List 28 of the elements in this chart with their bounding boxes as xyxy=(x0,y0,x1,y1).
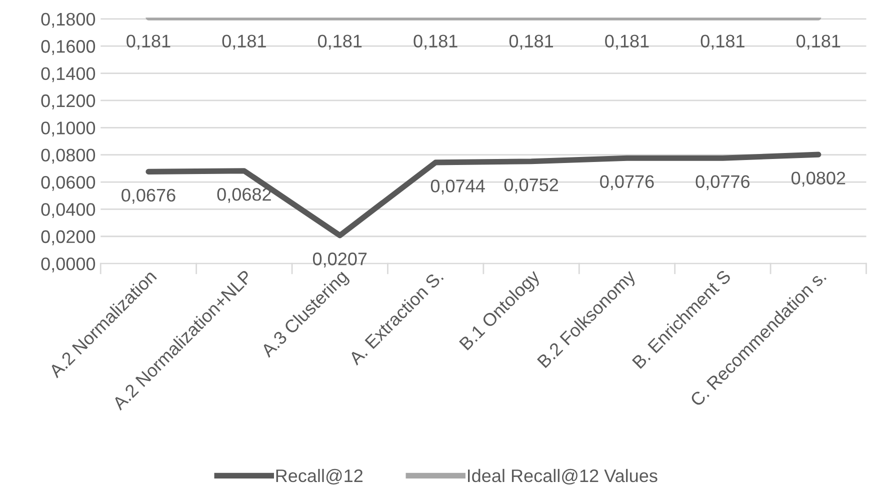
data-label: 0,0682 xyxy=(217,188,271,203)
y-tick-label: 0,1600 xyxy=(41,40,96,55)
data-label: 0,0776 xyxy=(696,175,750,190)
y-tick-label: 0,0600 xyxy=(41,176,96,191)
y-tick-label: 0,1200 xyxy=(41,94,96,110)
data-label: 0,0776 xyxy=(600,175,654,190)
y-tick-label: 0,0000 xyxy=(41,257,96,272)
data-label: 0,181 xyxy=(222,34,266,50)
data-label: 0,0752 xyxy=(504,178,558,194)
data-label: 0,0676 xyxy=(122,188,176,204)
data-label: 0,0802 xyxy=(791,172,846,187)
y-tick-label: 0,1400 xyxy=(41,67,96,82)
y-tick-label: 0,1000 xyxy=(41,122,96,136)
data-label: 0,0207 xyxy=(312,252,367,268)
y-tick-label: 0,1800 xyxy=(41,12,96,28)
y-tick-label: 0,0400 xyxy=(41,203,96,218)
data-label: 0,0744 xyxy=(430,180,485,194)
legend-label: Ideal Recall@12 Values xyxy=(468,468,658,484)
data-label: 0,181 xyxy=(509,34,553,50)
data-label: 0,181 xyxy=(414,34,458,50)
y-tick-label: 0,0200 xyxy=(41,230,96,246)
data-label: 0,181 xyxy=(700,34,744,50)
data-label: 0,181 xyxy=(318,34,362,50)
data-label: 0,181 xyxy=(796,34,840,50)
data-label: 0,181 xyxy=(605,34,649,50)
legend-label: Recall@12 xyxy=(276,468,362,484)
y-tick-label: 0,0800 xyxy=(41,148,96,164)
data-label: 0,181 xyxy=(126,34,170,50)
